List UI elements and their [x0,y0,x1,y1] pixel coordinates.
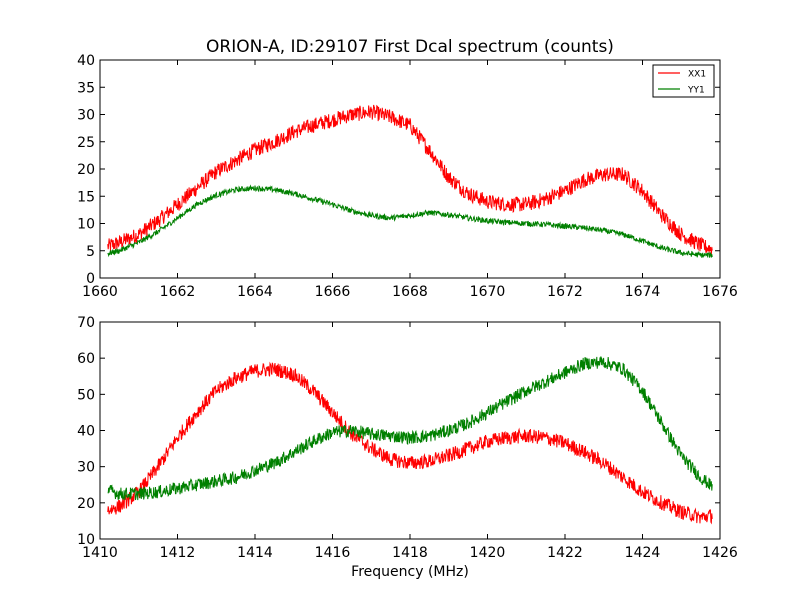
y-tick-label: 60 [77,351,95,367]
y-tick-label: 30 [77,460,95,476]
legend-label-yy1: YY1 [687,86,705,96]
x-tick-label: 1672 [547,284,583,300]
y-tick-label: 15 [77,189,95,205]
y-tick-label: 35 [77,80,95,96]
y-tick-label: 20 [77,162,95,178]
x-tick-label: 1416 [315,545,351,561]
legend-box [652,64,715,98]
x-tick-label: 1414 [237,545,273,561]
y-tick-label: 40 [77,424,95,440]
x-tick-label: 1670 [470,284,506,300]
top-axis-ticks: 1660 1662 1664 1666 1668 1670 1672 1674 1676 0 5 10… [77,53,738,300]
y-tick-label: 30 [77,108,95,124]
x-tick-label: 1422 [547,545,583,561]
series-line-yy1-bottom [107,356,713,501]
bottom-spectrum-panel: 1410 1412 1414 1416 1418 1420 1422 1424 1426 10 20… [77,315,738,580]
y-tick-label: 5 [86,244,95,260]
series-line-xx1-top [107,104,713,256]
x-tick-label: 1664 [237,284,273,300]
y-tick-label: 50 [77,387,95,403]
x-tick-label: 1418 [392,545,428,561]
x-axis-label: Frequency (MHz) [351,564,469,580]
x-tick-label: 1424 [625,545,661,561]
y-tick-label: 40 [77,53,95,69]
x-tick-label: 1426 [702,545,738,561]
bottom-series-group [107,356,713,525]
legend: XX1 YY1 [652,64,715,98]
top-spectrum-panel: ORION-A, ID:29107 First Dcal spectrum (c… [77,37,738,300]
series-line-yy1-top [107,184,713,258]
x-tick-label: 1412 [160,545,196,561]
y-tick-label: 0 [86,271,95,287]
chart-title: ORION-A, ID:29107 First Dcal spectrum (c… [206,37,614,57]
y-tick-label: 10 [77,217,95,233]
y-tick-label: 20 [77,496,95,512]
y-tick-label: 10 [77,532,95,548]
x-tick-label: 1662 [160,284,196,300]
y-tick-label: 25 [77,135,95,151]
x-tick-label: 1668 [392,284,428,300]
bottom-axis-ticks: 1410 1412 1414 1416 1418 1420 1422 1424 1426 10 20… [77,315,738,561]
x-tick-label: 1410 [82,545,118,561]
x-tick-label: 1666 [315,284,351,300]
legend-label-xx1: XX1 [688,70,706,80]
x-tick-label: 1420 [470,545,506,561]
x-tick-label: 1674 [625,284,661,300]
series-line-xx1-bottom [107,361,713,525]
x-tick-label: 1660 [82,284,118,300]
y-tick-label: 70 [77,315,95,331]
top-series-group [107,104,713,258]
x-tick-label: 1676 [702,284,738,300]
